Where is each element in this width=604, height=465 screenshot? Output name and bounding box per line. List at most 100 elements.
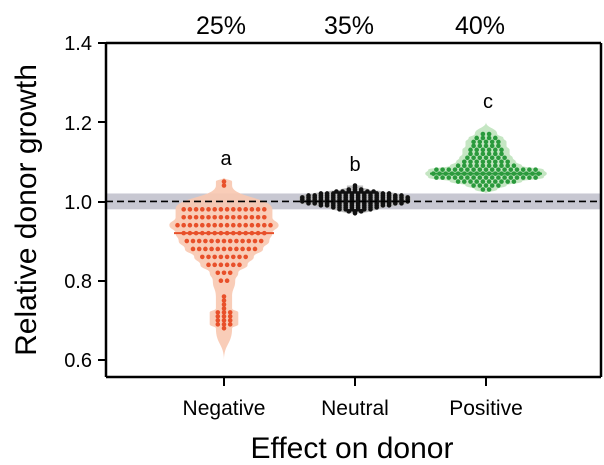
data-point <box>206 262 211 268</box>
data-point <box>209 246 214 252</box>
data-point <box>209 238 214 244</box>
data-point <box>496 175 501 180</box>
data-point <box>196 246 202 252</box>
data-point <box>246 246 252 252</box>
data-point <box>471 155 476 161</box>
data-point <box>200 214 205 220</box>
data-point <box>187 222 193 228</box>
data-point <box>193 222 199 228</box>
data-point <box>231 254 236 260</box>
data-point <box>237 262 242 268</box>
data-point <box>486 131 492 137</box>
data-point <box>206 214 211 220</box>
data-point <box>489 155 495 161</box>
data-point <box>471 183 476 188</box>
data-point <box>468 147 473 153</box>
data-point <box>352 210 358 216</box>
data-point <box>486 151 492 157</box>
data-point <box>374 205 380 210</box>
data-point <box>215 322 221 327</box>
data-point <box>486 163 492 169</box>
data-point <box>324 203 330 208</box>
data-point <box>221 246 227 252</box>
data-point <box>318 203 324 208</box>
data-point <box>462 163 467 169</box>
data-point <box>215 246 221 252</box>
data-point <box>477 139 483 145</box>
data-point <box>465 175 470 180</box>
data-point <box>505 163 511 169</box>
y-tick-label: 1.0 <box>64 192 92 214</box>
data-point <box>434 175 439 180</box>
data-point <box>493 147 498 153</box>
category-label-positive: Positive <box>449 397 523 420</box>
data-point <box>221 306 227 311</box>
data-point <box>221 183 227 188</box>
data-point <box>511 163 517 169</box>
data-point <box>533 167 538 172</box>
data-point <box>206 207 211 212</box>
data-point <box>465 155 470 161</box>
data-point <box>474 147 480 153</box>
data-point <box>337 207 342 212</box>
data-point <box>190 238 196 244</box>
data-point <box>175 222 180 228</box>
data-point <box>221 322 227 327</box>
data-point <box>212 222 217 228</box>
data-point <box>483 155 489 161</box>
data-point <box>468 163 473 169</box>
data-point <box>227 270 233 276</box>
data-point <box>218 262 224 268</box>
data-point <box>477 175 483 180</box>
y-axis-title: Relative donor growth <box>10 64 43 356</box>
x-axis-title: Effect on donor <box>251 432 454 465</box>
data-point <box>221 318 227 323</box>
data-point <box>493 179 498 184</box>
data-point <box>203 246 208 252</box>
data-point <box>471 139 476 145</box>
data-point <box>227 246 233 252</box>
data-point <box>190 246 196 252</box>
data-point <box>386 203 392 208</box>
data-point <box>499 151 504 157</box>
percentage-label-neutral: 35% <box>324 12 374 40</box>
data-point <box>193 214 199 220</box>
y-tick-label: 1.2 <box>64 113 92 135</box>
data-point <box>480 131 486 137</box>
data-point <box>221 238 227 244</box>
data-point <box>218 207 224 212</box>
data-point <box>468 179 473 184</box>
data-point <box>181 207 186 212</box>
data-point <box>496 139 501 145</box>
data-point <box>480 151 486 157</box>
data-point <box>380 203 386 208</box>
data-point <box>465 167 470 172</box>
data-point <box>221 310 227 315</box>
data-point <box>462 179 467 184</box>
data-point <box>234 238 239 244</box>
data-point <box>212 262 217 268</box>
data-point <box>520 167 526 172</box>
data-point <box>255 222 261 228</box>
data-point <box>496 143 501 149</box>
data-point <box>237 207 242 212</box>
data-point <box>489 167 495 172</box>
significance-letter-neutral: b <box>349 154 360 176</box>
data-point <box>237 214 242 220</box>
data-point <box>249 214 255 220</box>
data-point <box>533 175 538 180</box>
data-point <box>458 175 464 180</box>
data-point <box>496 167 501 172</box>
data-point <box>331 205 336 210</box>
data-point <box>520 175 526 180</box>
data-point <box>224 214 230 220</box>
data-point <box>262 214 267 220</box>
data-point <box>462 159 467 165</box>
data-point <box>231 207 236 212</box>
data-point <box>486 147 492 153</box>
data-point <box>486 135 492 141</box>
data-point <box>243 214 248 220</box>
data-point <box>496 183 501 188</box>
data-point <box>187 207 193 212</box>
data-point <box>221 179 227 184</box>
